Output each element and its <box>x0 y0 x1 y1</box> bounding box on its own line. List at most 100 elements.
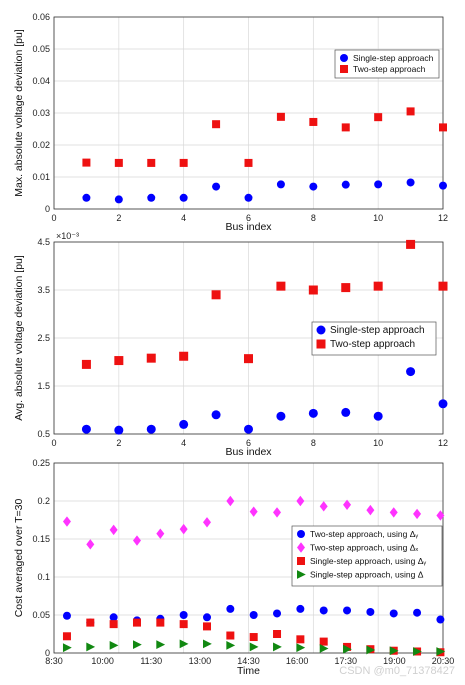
legend-marker-s4 <box>297 570 306 579</box>
data-point-s3 <box>86 618 95 627</box>
data-point-s3 <box>62 632 71 641</box>
data-point-s1 <box>62 611 71 620</box>
data-point-s2 <box>62 516 71 527</box>
x-tick-label: 8 <box>311 438 316 448</box>
data-point-s2 <box>211 290 221 300</box>
legend-marker-s1 <box>316 325 326 335</box>
data-point-s2 <box>109 524 118 536</box>
legend-marker-s2 <box>297 542 305 553</box>
y-tick-label: 0.25 <box>32 458 50 468</box>
y-tick-label: 0.5 <box>37 429 50 439</box>
x-tick-label: 11:30 <box>140 656 162 666</box>
data-point-s2 <box>114 158 123 167</box>
legend-label-s2: Two-step approach <box>353 64 426 74</box>
legend-marker-s2 <box>316 339 326 349</box>
data-point-s4 <box>62 643 72 653</box>
data-point-s4 <box>413 647 422 656</box>
data-point-s1 <box>389 609 398 618</box>
y-tick-label: 0.05 <box>32 44 50 54</box>
data-point-s2 <box>114 356 124 366</box>
x-tick-label: 2 <box>116 438 121 448</box>
data-point-s2 <box>373 281 383 291</box>
data-point-s3 <box>273 630 282 638</box>
x-tick-label: 8 <box>311 213 316 223</box>
data-point-s1 <box>276 411 286 421</box>
data-point-s2 <box>147 158 156 167</box>
data-point-s1 <box>114 195 123 204</box>
legend-marker-s3 <box>297 557 305 565</box>
y-tick-label: 0 <box>45 648 50 658</box>
legend-box <box>311 321 437 356</box>
data-point-s2 <box>439 123 447 132</box>
x-tick-label: 13:00 <box>189 656 212 666</box>
data-point-s2 <box>406 107 415 116</box>
data-point-s1 <box>276 180 285 189</box>
data-point-s4 <box>226 641 236 650</box>
y-tick-label: 0.1 <box>37 572 50 582</box>
y-tick-label: 3.5 <box>37 285 50 295</box>
data-point-s3 <box>319 637 328 646</box>
data-point-s2 <box>132 535 141 546</box>
data-point-s2 <box>244 158 253 167</box>
y-axis-label: Max. absolute voltage deviation [pu] <box>13 29 25 197</box>
x-tick-label: 6 <box>246 213 251 223</box>
data-point-s2 <box>226 495 235 507</box>
data-point-s1 <box>438 399 448 409</box>
data-point-s4 <box>156 640 166 650</box>
data-point-s1 <box>406 178 415 187</box>
data-point-s1 <box>374 180 383 189</box>
data-point-s2 <box>341 283 351 293</box>
data-point-s1 <box>147 193 156 202</box>
data-point-s1 <box>212 182 221 191</box>
data-point-s1 <box>341 407 351 417</box>
data-point-s1 <box>179 611 188 619</box>
plot-frame <box>53 16 444 210</box>
x-tick-label: 20:30 <box>432 656 455 666</box>
y-tick-label: 0.02 <box>32 140 50 150</box>
data-point-s1 <box>439 181 447 190</box>
x-tick-label: 12 <box>438 438 448 448</box>
data-point-s2 <box>81 359 91 369</box>
data-point-s2 <box>179 351 189 361</box>
data-point-s1 <box>179 193 188 202</box>
data-point-s1 <box>109 613 118 622</box>
data-point-s3 <box>226 631 235 640</box>
y-tick-label: 0.15 <box>32 534 50 544</box>
data-point-s3 <box>179 620 188 629</box>
data-point-s3 <box>156 618 165 627</box>
data-point-s4 <box>203 639 212 649</box>
data-point-s2 <box>366 504 375 516</box>
data-point-s1 <box>308 408 318 418</box>
data-point-s1 <box>82 193 91 202</box>
data-point-s2 <box>374 113 383 122</box>
data-point-s4 <box>249 642 259 652</box>
data-point-s1 <box>413 608 422 617</box>
x-tick-label: 4 <box>181 213 186 223</box>
data-point-s2 <box>309 117 318 126</box>
legend-label-s2: Two-step approach <box>330 339 415 350</box>
data-point-s2 <box>156 528 165 539</box>
data-point-s1 <box>146 424 156 434</box>
legend-label-s1: Single-step approach <box>330 325 425 336</box>
y-axis-label: Cost averaged over T=30 <box>13 499 25 618</box>
data-point-s2 <box>343 499 352 510</box>
data-point-s1 <box>226 604 235 613</box>
data-point-s2 <box>341 123 350 132</box>
data-point-s4 <box>389 646 399 656</box>
y-tick-label: 0.01 <box>32 172 50 182</box>
y-tick-label: 0.2 <box>37 496 50 506</box>
y-tick-label: 4.5 <box>37 237 50 247</box>
data-point-s2 <box>244 354 253 364</box>
x-tick-label: 10 <box>373 438 383 448</box>
data-point-s4 <box>296 643 306 653</box>
legend-label-s4: Single-step approach, using Δ <box>310 570 424 580</box>
data-point-s3 <box>132 618 141 627</box>
legend-marker-s2 <box>340 65 348 73</box>
legend-label-s1: Two-step approach, using Δᵧ <box>310 529 418 539</box>
data-point-s1 <box>309 182 318 191</box>
y-tick-label: 0.04 <box>32 76 50 86</box>
legend-label-s1: Single-step approach <box>353 53 434 63</box>
legend-label-s3: Single-step approach, using Δᵧ <box>310 556 426 566</box>
data-point-s3 <box>249 633 258 642</box>
